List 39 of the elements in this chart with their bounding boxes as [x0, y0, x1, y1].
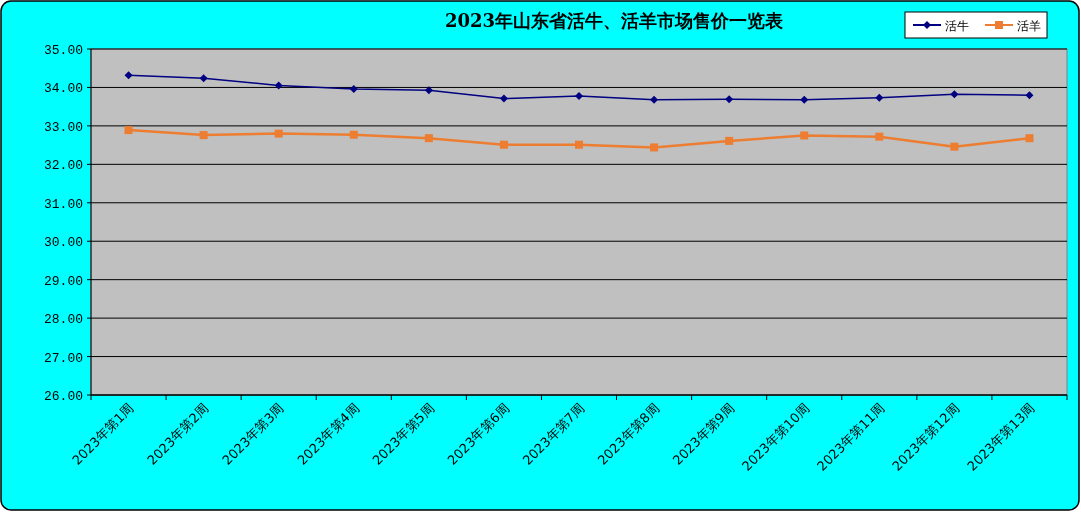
- legend-label: 活羊: [1017, 19, 1041, 33]
- point: [875, 132, 884, 141]
- legend-label: 活牛: [945, 19, 969, 33]
- chart-title: 2023年山东省活牛、活羊市场售价一览表: [444, 10, 784, 31]
- y-tick-label: 27.00: [43, 350, 83, 366]
- y-tick-label: 34.00: [43, 81, 83, 97]
- point: [725, 95, 734, 104]
- point: [575, 91, 583, 100]
- y-tick-label: 35.00: [43, 43, 83, 58]
- point: [349, 84, 358, 93]
- point: [1025, 91, 1034, 100]
- point: [424, 86, 433, 95]
- point: [950, 90, 959, 99]
- y-tick-label: 33.00: [43, 119, 83, 135]
- y-tick-label: 28.00: [43, 312, 83, 328]
- y-tick-label: 26.00: [43, 389, 83, 404]
- point: [274, 129, 283, 138]
- point: [725, 136, 734, 145]
- point: [199, 74, 208, 83]
- point: [499, 94, 508, 103]
- point: [800, 131, 809, 140]
- y-tick-label: 31.00: [43, 196, 83, 212]
- y-tick-label: 30.00: [43, 235, 83, 251]
- point: [124, 71, 133, 80]
- point: [499, 140, 508, 149]
- point: [349, 130, 358, 139]
- point: [650, 143, 659, 152]
- point: [650, 95, 659, 104]
- y-tick-label: 32.00: [43, 158, 83, 174]
- point: [575, 140, 583, 149]
- point: [875, 93, 884, 102]
- point: [1025, 134, 1034, 143]
- point: [124, 126, 133, 135]
- y-tick-label: 29.00: [43, 273, 83, 289]
- point: [800, 95, 809, 104]
- point: [199, 131, 208, 140]
- point: [274, 81, 283, 90]
- point: [950, 142, 959, 151]
- point: [424, 134, 433, 143]
